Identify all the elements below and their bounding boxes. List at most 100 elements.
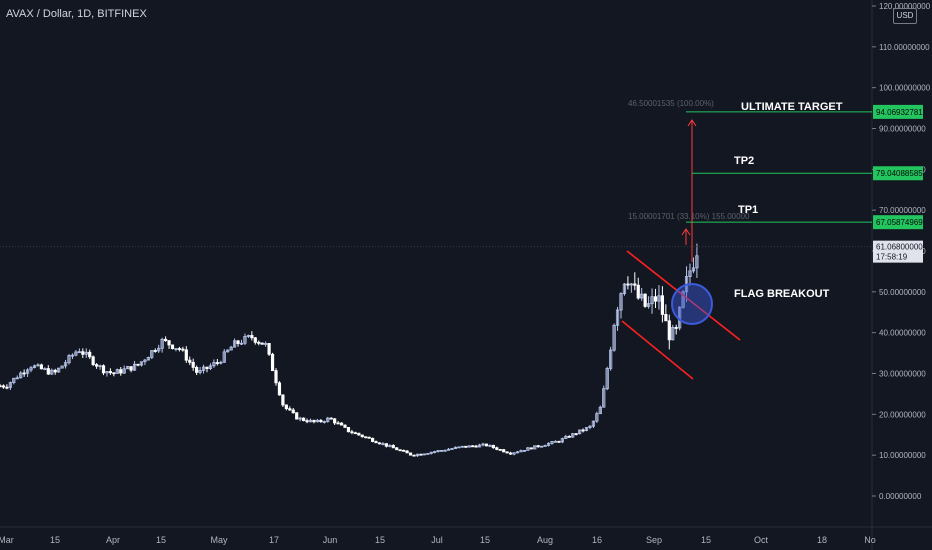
- candle-body: [426, 453, 430, 455]
- candle-body: [170, 344, 175, 350]
- candle-body: [63, 362, 68, 367]
- candle-body: [167, 340, 171, 346]
- candle-body: [19, 372, 23, 379]
- candle-body: [512, 452, 516, 455]
- candle-body: [609, 349, 613, 369]
- candle-body: [647, 303, 651, 307]
- candle-body: [115, 369, 119, 374]
- x-tick-label: Apr: [106, 535, 120, 545]
- symbol-title: AVAX / Dollar, 1D, BITFINEX: [6, 8, 147, 20]
- candle-body: [498, 449, 502, 451]
- candle-body: [419, 453, 423, 456]
- y-tick-label: 40.00000000: [879, 329, 926, 338]
- candle-body: [422, 453, 426, 456]
- candle-body: [270, 353, 275, 372]
- candle-body: [505, 451, 509, 454]
- candle-body: [460, 445, 464, 448]
- candle-body: [481, 443, 485, 446]
- candle-body: [136, 363, 140, 366]
- candle-body: [122, 368, 126, 374]
- candle-body: [308, 419, 313, 423]
- candle-body: [657, 295, 661, 302]
- candle-body: [595, 413, 599, 422]
- candle-body: [157, 347, 161, 352]
- candle-body: [695, 255, 699, 269]
- price-tags: 94.06932781 79.04088585 67.05874969 61.0680…: [873, 104, 923, 263]
- x-tick-label: Aug: [537, 535, 553, 545]
- candle-body: [571, 433, 575, 438]
- candle-body: [484, 443, 489, 447]
- candle-body: [588, 425, 592, 428]
- currency-button[interactable]: USD: [893, 8, 917, 24]
- candle-body: [301, 417, 306, 421]
- drawing-overlays: ULTIMATE TARGET 46.50001535 (100.00%) TP2 T…: [0, 99, 872, 380]
- candle-body: [443, 449, 447, 452]
- candle-body: [515, 451, 520, 454]
- x-tick-label: Mar: [0, 535, 14, 545]
- candle-body: [502, 449, 506, 453]
- candle-body: [467, 445, 471, 448]
- candle-body: [374, 441, 378, 444]
- candle-body: [436, 450, 440, 452]
- measure-readout: 15.00001701 (33.10%) 155.00000: [628, 212, 750, 221]
- candle-body: [633, 283, 637, 286]
- candle-body: [567, 435, 571, 438]
- candle-body: [205, 366, 209, 369]
- candle-body: [108, 371, 112, 374]
- candle-body: [464, 445, 468, 448]
- y-tick-label: 20.00000000: [879, 410, 926, 419]
- candle-body: [636, 284, 640, 299]
- candle-body: [98, 365, 102, 368]
- y-tick-label: 110.00000000: [879, 43, 930, 52]
- candle-body: [671, 327, 675, 341]
- candle-body: [602, 388, 606, 408]
- candle-body: [81, 351, 85, 355]
- current-price-bg: [873, 240, 923, 263]
- candle-body: [536, 445, 540, 448]
- candle-body: [274, 370, 278, 384]
- candle-body: [471, 445, 475, 448]
- breakout-circle: [671, 283, 713, 325]
- candle-body: [477, 444, 482, 448]
- price-tag-text: 67.05874969: [876, 218, 923, 227]
- candle-body: [257, 341, 261, 344]
- candle-body: [488, 444, 492, 447]
- x-tick-label: 17: [269, 535, 279, 545]
- candle-body: [198, 369, 202, 373]
- candle-body: [74, 351, 78, 356]
- candle-body: [222, 351, 226, 363]
- candle-body: [643, 293, 647, 307]
- candle-body: [439, 449, 444, 452]
- candle-body: [408, 452, 413, 456]
- candle-body: [546, 442, 551, 446]
- candle-body: [212, 362, 216, 367]
- candle-body: [219, 361, 223, 364]
- x-axis: Mar 15 Apr 15 May 17 Jun 15 Jul 15 Aug 16 Sep 15 Oct 18…: [0, 535, 876, 545]
- candle-body: [22, 372, 26, 375]
- x-tick-label: No: [864, 535, 876, 545]
- candle-body: [91, 356, 95, 365]
- candle-body: [336, 422, 340, 425]
- current-price-value: 61.06800000: [876, 243, 923, 252]
- candle-body: [664, 314, 668, 322]
- candle-body: [305, 420, 309, 423]
- target-label: TP1: [738, 204, 758, 216]
- price-tag-text: 94.06932781: [876, 108, 923, 117]
- candle-body: [405, 450, 409, 454]
- candle-body: [50, 369, 54, 375]
- candle-body: [322, 421, 326, 423]
- candle-body: [377, 442, 382, 445]
- candle-body: [415, 453, 420, 457]
- candle-body: [163, 338, 168, 342]
- candle-body: [346, 427, 351, 433]
- candle-body: [277, 382, 282, 396]
- x-tick-label: Sep: [646, 535, 662, 545]
- candle-body: [660, 295, 665, 315]
- candle-body: [674, 327, 678, 329]
- price-tag-bg: [873, 215, 923, 230]
- x-tick-label: 16: [592, 535, 602, 545]
- candle-body: [667, 320, 671, 341]
- candle-body: [177, 348, 181, 350]
